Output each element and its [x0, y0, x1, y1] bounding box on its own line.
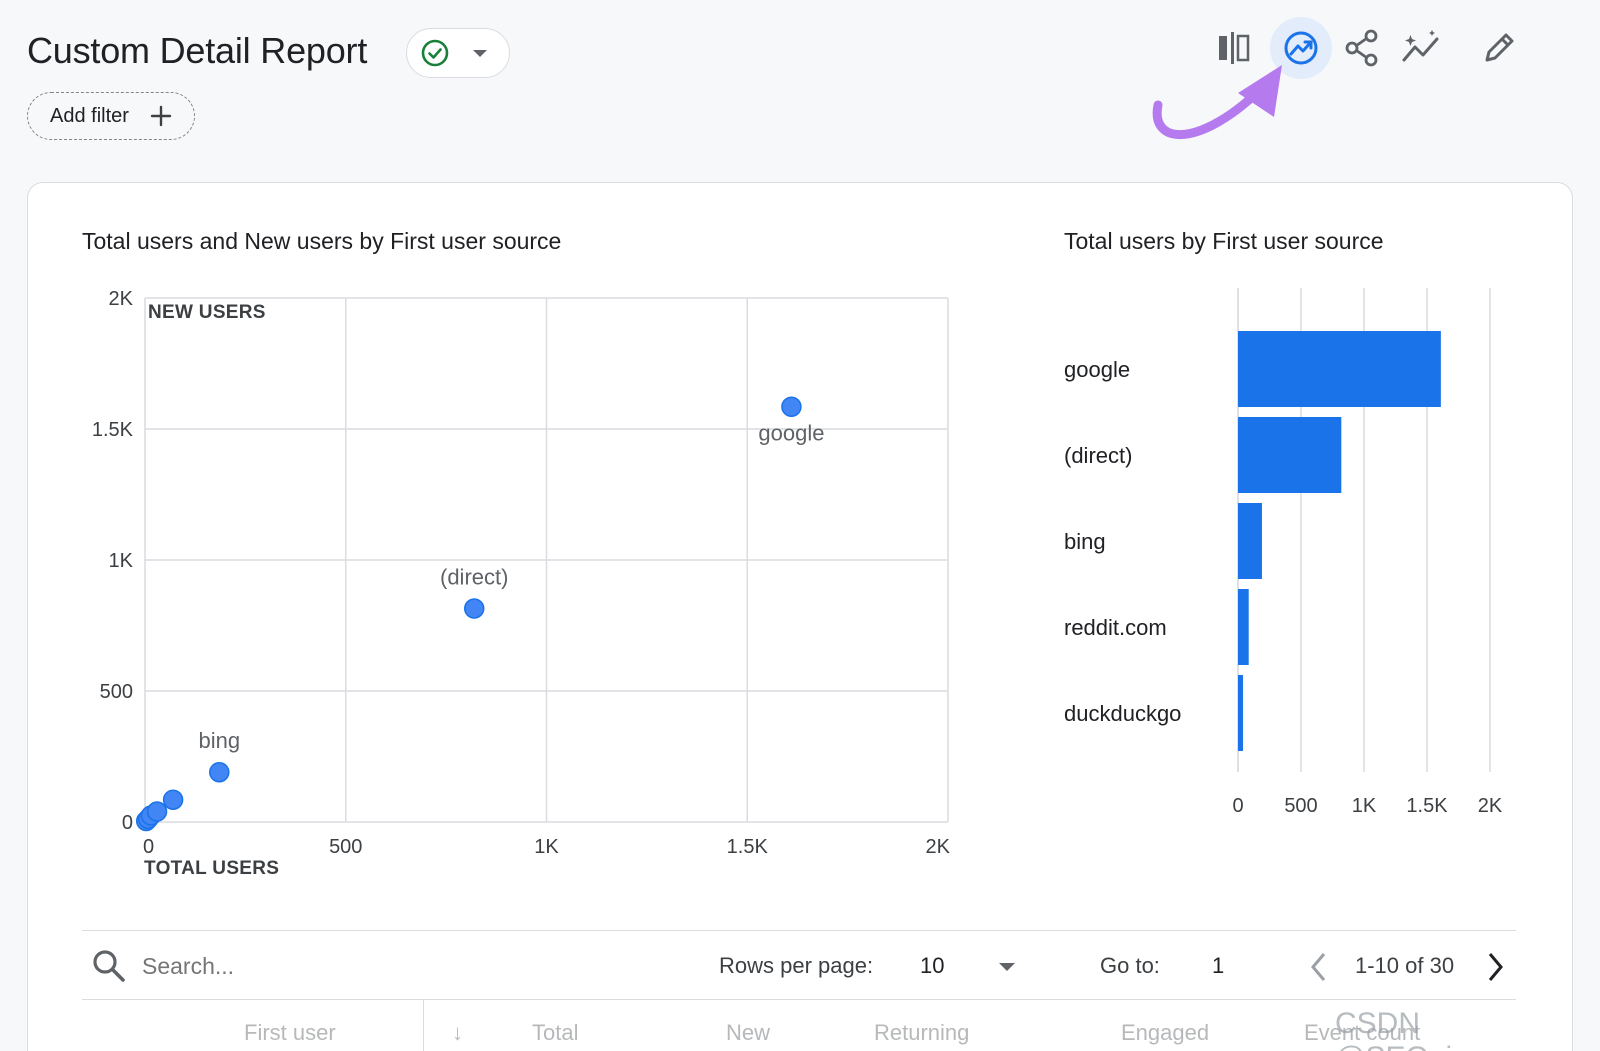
bar-category-label: google: [1064, 357, 1130, 382]
scatter-point[interactable]: [162, 789, 184, 810]
scatter-x-tick: 1.5K: [727, 836, 769, 858]
scatter-point[interactable]: [463, 598, 485, 619]
column-header-first-user[interactable]: First user: [244, 1020, 336, 1045]
report-status-dropdown[interactable]: [406, 28, 510, 78]
scatter-x-tick: 2K: [926, 836, 951, 858]
column-header-event-count[interactable]: Event count: [1304, 1020, 1421, 1045]
share-icon[interactable]: [1338, 24, 1386, 72]
add-filter-button[interactable]: Add filter: [27, 92, 195, 140]
bar-x-tick: 1K: [1352, 795, 1377, 817]
scatter-point[interactable]: [781, 396, 802, 417]
rows-per-page-label: Rows per page:: [719, 953, 874, 978]
scatter-y-tick: 1K: [109, 550, 134, 572]
plus-icon: [150, 105, 172, 127]
bar[interactable]: [1238, 417, 1342, 493]
table-controls: Rows per page: 10 Go to: 1 1-10 of 30: [82, 930, 1516, 1000]
goto-input[interactable]: 1: [1212, 953, 1225, 978]
bar-x-tick: 2K: [1478, 795, 1503, 817]
bar-x-tick: 1.5K: [1406, 795, 1448, 817]
edit-icon[interactable]: [1475, 24, 1523, 72]
scatter-point-label: (direct): [440, 564, 508, 589]
bar[interactable]: [1238, 589, 1249, 665]
search-input[interactable]: [142, 947, 542, 985]
scatter-x-tick: 0: [143, 836, 154, 858]
scatter-chart-title: Total users and New users by First user …: [82, 228, 562, 254]
chevron-down-icon: [473, 50, 487, 57]
compare-icon[interactable]: [1212, 24, 1260, 72]
column-header-new[interactable]: New: [726, 1020, 771, 1045]
chevron-left-icon[interactable]: [1308, 951, 1330, 983]
column-header-returning[interactable]: Returning: [874, 1020, 970, 1045]
bar-category-label: reddit.com: [1064, 615, 1167, 640]
check-circle-icon: [421, 39, 449, 67]
scatter-y-tick: 1.5K: [92, 419, 134, 441]
annotation-arrow: [1152, 65, 1282, 139]
report-card: [27, 182, 1573, 1051]
sort-arrow-icon[interactable]: ↓: [452, 1020, 463, 1045]
search-icon: [93, 950, 125, 982]
scatter-point[interactable]: [146, 801, 168, 822]
y-axis-label: NEW USERS: [148, 302, 266, 323]
scatter-y-tick: 0: [122, 812, 133, 834]
bar-category-label: bing: [1064, 529, 1106, 554]
bar-x-tick: 0: [1232, 795, 1243, 817]
scatter-point-label: bing: [198, 728, 240, 753]
rows-per-page-value: 10: [920, 953, 945, 978]
scatter-y-tick: 500: [100, 681, 133, 703]
scatter-x-tick: 1K: [534, 836, 559, 858]
watermark: CSDN @SEO_juper: [1335, 1007, 1512, 1051]
bar-category-label: duckduckgo: [1064, 701, 1181, 726]
bar[interactable]: [1238, 503, 1262, 579]
scatter-point-label: google: [758, 421, 824, 446]
caret-down-icon: [999, 963, 1015, 971]
scatter-x-tick: 500: [329, 836, 362, 858]
scatter-point[interactable]: [209, 761, 230, 783]
bar[interactable]: [1238, 675, 1244, 751]
add-filter-label: Add filter: [50, 104, 129, 127]
column-header-total[interactable]: Total: [532, 1020, 579, 1045]
bar[interactable]: [1238, 331, 1441, 407]
chevron-right-icon[interactable]: [1484, 951, 1506, 983]
bar-x-tick: 500: [1284, 795, 1317, 817]
x-axis-label: TOTAL USERS: [144, 858, 280, 879]
bar-chart-title: Total users by First user source: [1064, 228, 1384, 254]
pagination-text: 1-10 of 30: [1355, 953, 1455, 978]
column-header-engaged[interactable]: Engaged: [1121, 1020, 1210, 1045]
column-divider: [423, 1000, 424, 1051]
rows-per-page-select[interactable]: 10: [902, 943, 1022, 989]
goto-label: Go to:: [1100, 953, 1160, 978]
page-title: Custom Detail Report: [27, 30, 368, 71]
bar-category-label: (direct): [1064, 443, 1132, 468]
trend-icon[interactable]: [1398, 24, 1446, 72]
scatter-y-tick: 2K: [109, 288, 134, 310]
